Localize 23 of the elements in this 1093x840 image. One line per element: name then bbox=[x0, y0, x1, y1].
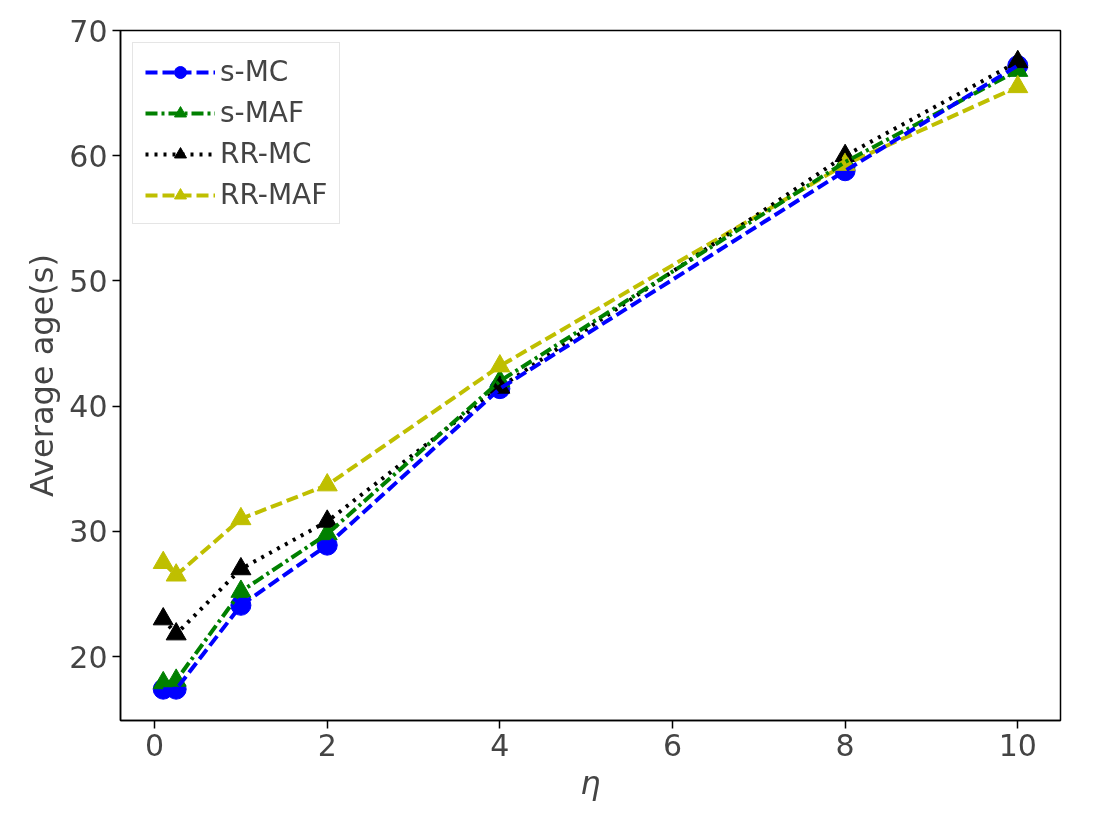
y-tick-label: 60 bbox=[69, 138, 108, 174]
x-tick-label: 8 bbox=[835, 727, 855, 763]
y-tick-label: 40 bbox=[69, 389, 108, 425]
x-tick-label: 10 bbox=[998, 727, 1037, 763]
y-tick-label: 70 bbox=[69, 13, 108, 49]
legend-label: RR-MC bbox=[220, 137, 312, 170]
y-tick-label: 50 bbox=[69, 263, 108, 299]
y-tick-label: 20 bbox=[69, 639, 108, 675]
legend-label: s-MAF bbox=[220, 96, 305, 129]
point bbox=[1007, 49, 1029, 69]
x-tick-label: 6 bbox=[662, 727, 683, 763]
y-tick-label: 30 bbox=[69, 514, 108, 550]
point bbox=[165, 563, 187, 582]
y-axis-title: Average age(s) bbox=[23, 254, 62, 497]
point bbox=[230, 556, 252, 576]
x-axis-title: η bbox=[580, 763, 601, 802]
point bbox=[152, 607, 174, 626]
x-tick-label: 2 bbox=[317, 727, 337, 763]
x-tick-label: 0 bbox=[145, 727, 165, 763]
point bbox=[165, 622, 187, 641]
legend-label: s-MC bbox=[220, 55, 289, 88]
legend-label: RR-MAF bbox=[220, 178, 328, 211]
x-tick-label: 4 bbox=[490, 727, 510, 763]
